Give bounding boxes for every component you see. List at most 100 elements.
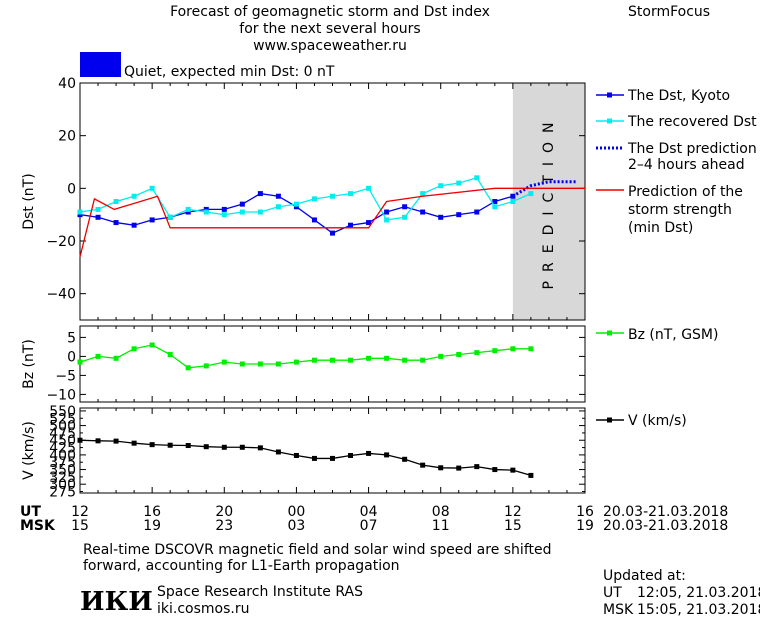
y-tick-label: 325 — [49, 470, 76, 486]
y-tick-label: −10 — [46, 387, 76, 403]
data-point — [438, 214, 444, 220]
data-point — [95, 353, 101, 359]
legend-label-storm-strength-3: (min Dst) — [628, 220, 693, 236]
y-tick-label: 475 — [49, 426, 76, 442]
y-axis-label: V (km/s) — [21, 421, 37, 480]
data-point — [293, 201, 299, 207]
series-line-0-1 — [79, 177, 532, 221]
legend-label-dst-prediction-2: 2–4 hours ahead — [628, 157, 745, 173]
y-tick-label: 450 — [49, 433, 76, 449]
data-point — [149, 185, 155, 191]
data-point — [510, 346, 516, 352]
data-point — [185, 443, 191, 449]
data-point — [203, 444, 209, 450]
ut-tick-label: 20 — [215, 504, 233, 520]
y-tick-label: −40 — [46, 287, 76, 303]
data-point — [456, 352, 462, 357]
series-line-0-2 — [512, 180, 576, 198]
msk-tick-label: 19 — [576, 518, 594, 534]
legend-label-dst-kyoto: The Dst, Kyoto — [627, 88, 730, 104]
y-tick-label: 400 — [49, 448, 76, 464]
msk-tick-label: 03 — [288, 518, 306, 534]
data-point — [221, 206, 227, 212]
data-point — [402, 456, 408, 462]
date-range-msk: 20.03-21.03.2018 — [603, 518, 729, 534]
data-point — [456, 212, 462, 218]
y-tick-label: 20 — [58, 129, 76, 145]
updated-ut-value: 12:05, 21.03.2018 — [637, 585, 760, 601]
y-tick-label: 350 — [49, 463, 76, 479]
data-point — [348, 222, 354, 228]
data-point — [185, 365, 191, 371]
data-point — [474, 175, 480, 181]
data-point — [131, 440, 137, 446]
data-point — [420, 191, 426, 197]
ut-tick-label: 16 — [143, 504, 161, 520]
y-tick-label: 375 — [49, 455, 76, 471]
prediction-region — [512, 83, 585, 320]
data-point — [275, 361, 281, 367]
data-point — [113, 355, 119, 361]
data-point — [366, 355, 372, 361]
data-point — [438, 465, 444, 471]
data-point — [185, 206, 191, 212]
footer-note-line-2: forward, accounting for L1-Earth propaga… — [83, 558, 400, 574]
data-point — [167, 442, 173, 448]
legend-label-storm-strength: Prediction of the — [628, 184, 743, 200]
ut-tick-label: 12 — [71, 504, 89, 520]
data-point — [402, 214, 408, 220]
msk-tick-label: 23 — [215, 518, 233, 534]
data-point — [492, 204, 498, 210]
chart-title-line-2: for the next several hours — [239, 21, 421, 37]
y-tick-label: 0 — [67, 181, 76, 197]
series-line-0-3 — [79, 187, 585, 257]
data-point — [456, 465, 462, 471]
data-point — [203, 209, 209, 215]
updated-msk-label: MSK — [603, 602, 634, 618]
data-point — [131, 193, 137, 199]
y-tick-label: 0 — [67, 349, 76, 365]
status-color-swatch — [80, 52, 121, 77]
updated-label: Updated at: — [603, 568, 686, 584]
data-point — [420, 357, 426, 363]
data-point — [348, 452, 354, 458]
data-point — [239, 444, 245, 450]
panel-frame-0 — [79, 82, 586, 321]
data-point — [330, 193, 335, 199]
institute-name: Space Research Institute RAS — [157, 584, 363, 600]
data-point — [420, 462, 426, 468]
data-point — [456, 180, 462, 186]
updated-ut-label: UT — [603, 585, 622, 601]
legend-marker — [607, 330, 612, 336]
data-point — [77, 209, 83, 215]
institute-site[interactable]: iki.cosmos.ru — [157, 601, 250, 617]
legend-label-v: V (km/s) — [628, 413, 687, 429]
iki-logo: ИКИ — [80, 587, 153, 617]
data-point — [221, 444, 227, 450]
data-point — [239, 201, 245, 207]
data-point — [528, 472, 534, 478]
data-point — [131, 222, 137, 228]
data-point — [95, 438, 101, 444]
ut-tick-label: 12 — [504, 504, 522, 520]
data-point — [438, 353, 444, 359]
status-text: Quiet, expected min Dst: 0 nT — [124, 64, 335, 80]
y-tick-label: 425 — [49, 441, 76, 457]
data-point — [149, 217, 155, 223]
data-point — [528, 346, 534, 352]
y-tick-label: 5 — [67, 330, 76, 346]
data-point — [311, 217, 317, 223]
data-point — [131, 346, 137, 352]
legend-label-dst-prediction: The Dst prediction — [627, 141, 757, 157]
data-point — [293, 359, 299, 365]
y-tick-label: −5 — [55, 368, 76, 384]
legend-label-bz: Bz (nT, GSM) — [628, 327, 718, 343]
data-point — [275, 193, 281, 199]
y-tick-label: 500 — [49, 419, 76, 435]
data-point — [293, 204, 299, 210]
panel-frame-2 — [79, 407, 586, 494]
legend-marker — [607, 118, 612, 124]
data-point — [348, 357, 354, 363]
ut-axis-label: UT — [20, 504, 41, 520]
data-point — [330, 230, 335, 236]
